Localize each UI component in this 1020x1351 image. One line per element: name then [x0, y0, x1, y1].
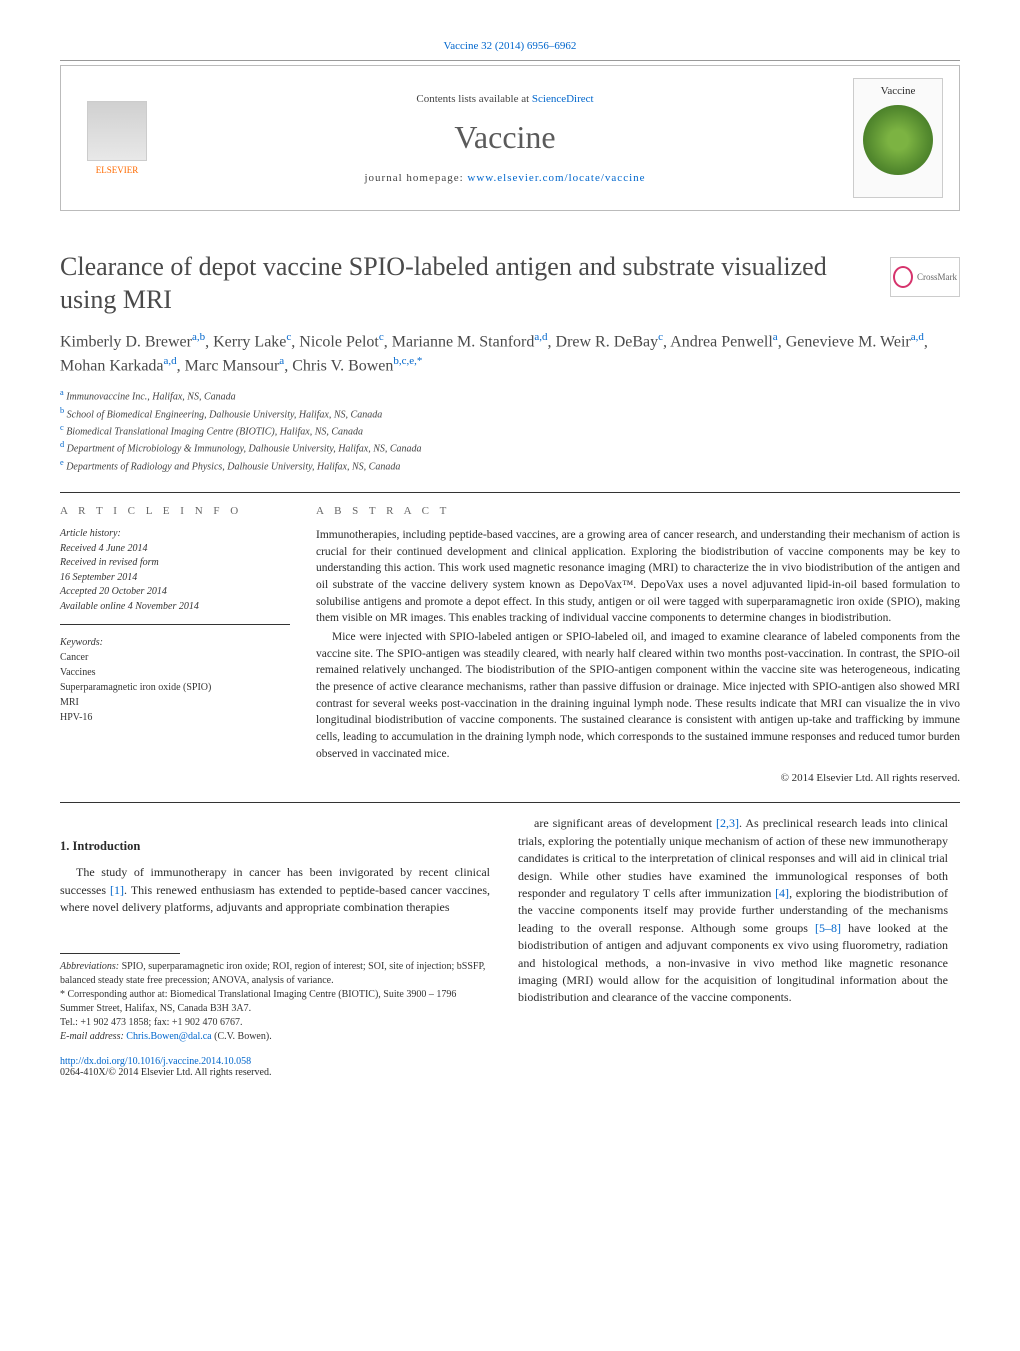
cover-image-icon [863, 105, 933, 175]
publisher-name: ELSEVIER [96, 165, 139, 175]
keywords: Keywords: CancerVaccinesSuperparamagneti… [60, 635, 290, 725]
homepage-line: journal homepage: www.elsevier.com/locat… [157, 172, 853, 184]
top-rule [60, 60, 960, 61]
article-title: Clearance of depot vaccine SPIO-labeled … [60, 251, 840, 316]
keyword-item: Cancer [60, 650, 290, 665]
journal-cover: Vaccine [853, 78, 943, 198]
article-info-heading: a r t i c l e i n f o [60, 505, 290, 517]
footnote-rule [60, 953, 180, 954]
doi-block: http://dx.doi.org/10.1016/j.vaccine.2014… [60, 1056, 490, 1078]
section-rule-2 [60, 802, 960, 803]
homepage-link[interactable]: www.elsevier.com/locate/vaccine [467, 172, 645, 184]
header-citation: Vaccine 32 (2014) 6956–6962 [60, 40, 960, 52]
cover-label: Vaccine [881, 85, 916, 97]
elsevier-logo: ELSEVIER [77, 93, 157, 183]
email-link[interactable]: Chris.Bowen@dal.ca [126, 1031, 211, 1042]
section-rule-1 [60, 492, 960, 493]
contents-line: Contents lists available at ScienceDirec… [157, 93, 853, 105]
intro-heading: 1. Introduction [60, 839, 490, 854]
author-list: Kimberly D. Brewera,b, Kerry Lakec, Nico… [60, 330, 960, 377]
abstract-heading: a b s t r a c t [316, 505, 960, 517]
body-right-text: are significant areas of development [2,… [518, 815, 948, 1006]
copyright: © 2014 Elsevier Ltd. All rights reserved… [316, 772, 960, 784]
keyword-item: Vaccines [60, 665, 290, 680]
journal-name: Vaccine [157, 119, 853, 156]
crossmark-badge[interactable]: CrossMark [890, 257, 960, 297]
footnotes: Abbreviations: SPIO, superparamagnetic i… [60, 960, 490, 1044]
article-history: Article history: Received 4 June 2014 Re… [60, 527, 290, 625]
body-left-text: The study of immunotherapy in cancer has… [60, 864, 490, 916]
keyword-item: Superparamagnetic iron oxide (SPIO) [60, 680, 290, 695]
crossmark-icon [893, 266, 913, 288]
journal-header: ELSEVIER Contents lists available at Sci… [60, 65, 960, 211]
keyword-item: HPV-16 [60, 710, 290, 725]
abstract-body: Immunotherapies, including peptide-based… [316, 527, 960, 762]
doi-link[interactable]: http://dx.doi.org/10.1016/j.vaccine.2014… [60, 1056, 251, 1067]
affiliations: a Immunovaccine Inc., Halifax, NS, Canad… [60, 387, 960, 474]
sciencedirect-link[interactable]: ScienceDirect [532, 93, 594, 105]
keyword-item: MRI [60, 695, 290, 710]
elsevier-tree-icon [87, 101, 147, 161]
